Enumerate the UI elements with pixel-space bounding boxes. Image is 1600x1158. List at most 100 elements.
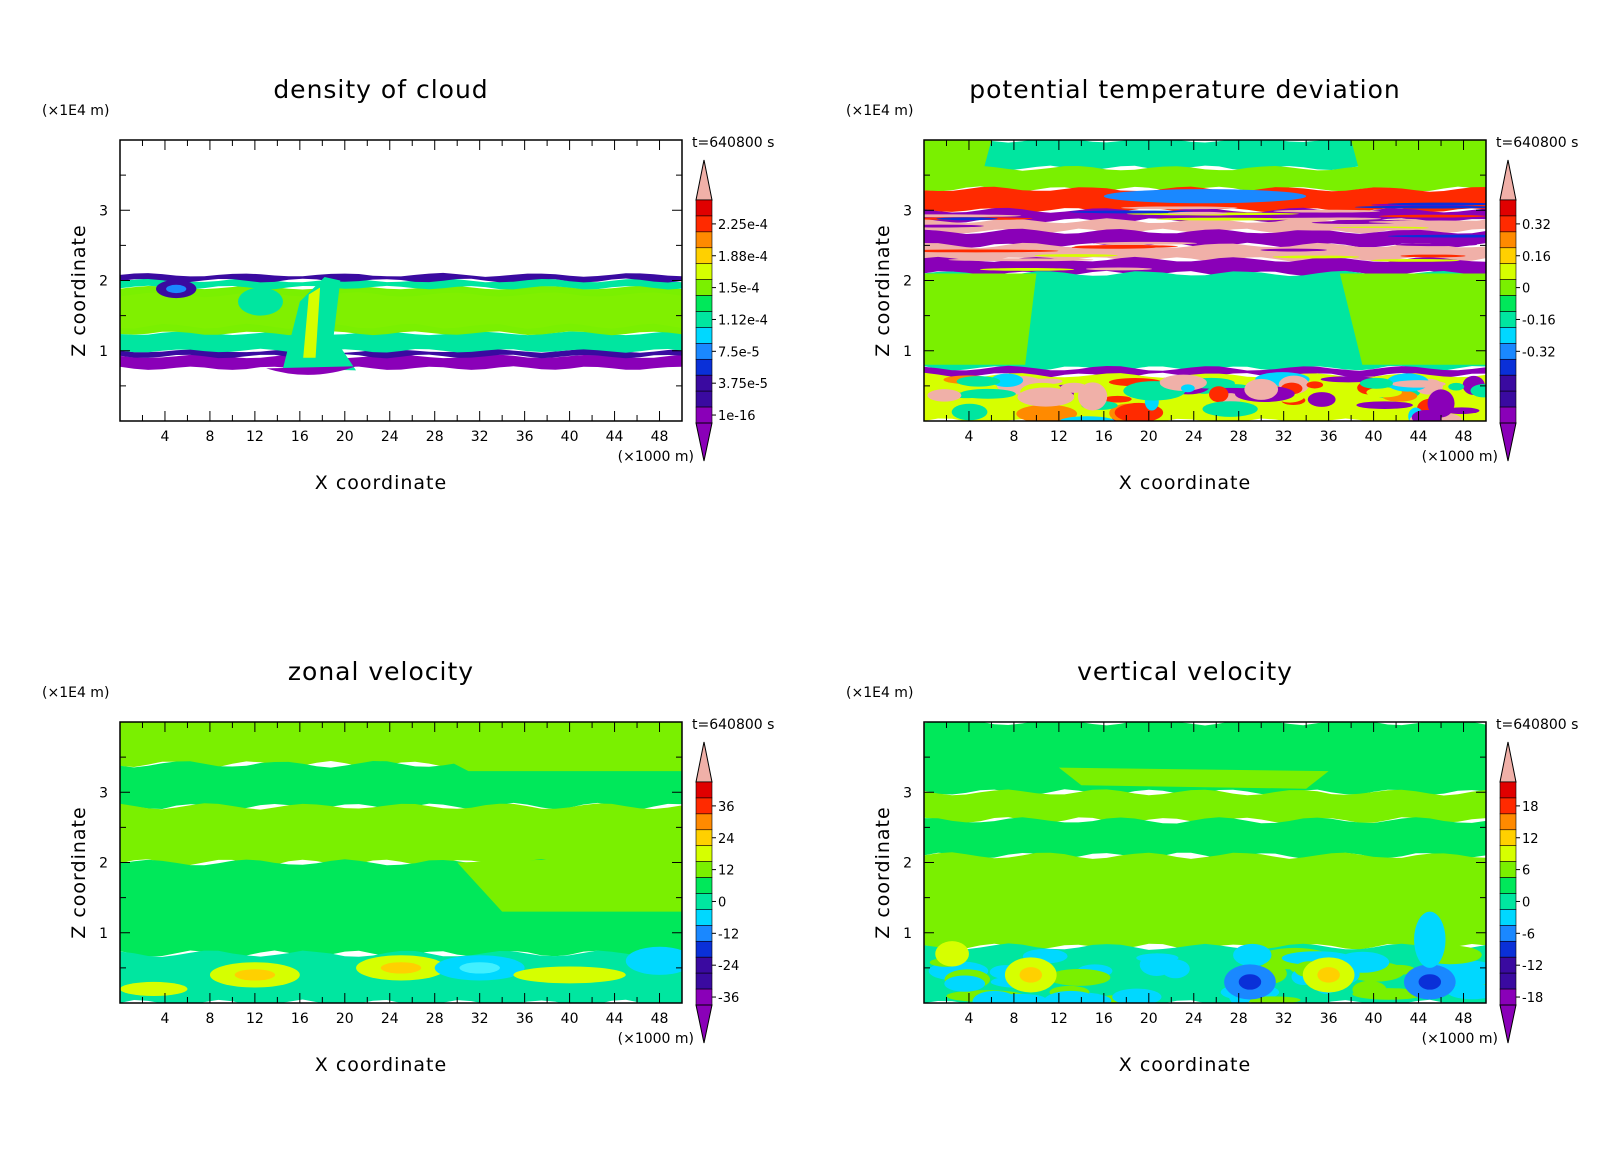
colorbar-segment bbox=[695, 295, 713, 312]
upper-streak bbox=[1167, 211, 1228, 215]
x-tick-label: 48 bbox=[1455, 429, 1473, 445]
colorbar-segment bbox=[1499, 845, 1517, 862]
upper-streak bbox=[939, 234, 1053, 237]
x-tick-label: 4 bbox=[160, 1011, 169, 1027]
x-tick-label: 28 bbox=[1230, 1011, 1248, 1027]
colorbar-bottom-arrow bbox=[695, 422, 713, 462]
updraft-core bbox=[303, 287, 321, 358]
y-axis-label: Z coordinate bbox=[872, 224, 894, 356]
cloud-layer bbox=[120, 354, 682, 370]
chart-title: potential temperature deviation bbox=[969, 75, 1400, 104]
u-feature bbox=[625, 946, 682, 975]
cloud-core bbox=[120, 292, 682, 329]
colorbar-segment bbox=[1499, 374, 1517, 392]
u-jet bbox=[457, 855, 682, 912]
colorbar-segment bbox=[695, 797, 713, 815]
boundary-eddy bbox=[1307, 392, 1336, 407]
colorbar-segment bbox=[695, 988, 713, 1006]
colorbar-label: 36 bbox=[718, 800, 735, 815]
colorbar-label: 1.88e-4 bbox=[718, 250, 768, 265]
colorbar-segment bbox=[695, 311, 713, 328]
colorbar-segment bbox=[1499, 279, 1517, 296]
x-tick-label: 16 bbox=[291, 429, 309, 445]
boundary-eddy bbox=[956, 376, 1001, 387]
colorbar-segment bbox=[1499, 877, 1517, 894]
boundary-eddy bbox=[1103, 395, 1132, 403]
x-tick-label: 40 bbox=[561, 1011, 579, 1027]
w-upper-streak bbox=[1058, 767, 1329, 789]
x-unit-label: (×1000 m) bbox=[618, 1031, 694, 1047]
upper-streak bbox=[1272, 227, 1426, 231]
x-tick-label: 40 bbox=[1365, 1011, 1383, 1027]
colorbar-label: 12 bbox=[718, 864, 735, 879]
colorbar-segment bbox=[695, 813, 713, 831]
plot-area bbox=[924, 722, 1486, 1003]
upper-streak bbox=[1156, 217, 1293, 221]
y-tick-label: 2 bbox=[903, 274, 912, 290]
colorbar-label: -0.16 bbox=[1522, 313, 1556, 328]
u-feature-core bbox=[380, 962, 422, 974]
colorbar-segment bbox=[1499, 909, 1517, 926]
x-tick-label: 16 bbox=[291, 1011, 309, 1027]
u-feature bbox=[120, 981, 188, 996]
time-label: t=640800 s bbox=[692, 717, 774, 733]
chart-title: density of cloud bbox=[273, 75, 488, 104]
x-tick-label: 48 bbox=[1455, 1011, 1473, 1027]
x-tick-label: 36 bbox=[516, 1011, 534, 1027]
colorbar: 36 24 12 0 -12 -24 -36 bbox=[695, 741, 739, 1044]
colorbar-segment bbox=[1499, 956, 1517, 974]
plot-area bbox=[120, 722, 682, 1003]
colorbar-label: 0 bbox=[718, 895, 726, 910]
y-tick-label: 3 bbox=[99, 785, 108, 801]
warm-blob bbox=[1244, 378, 1279, 400]
x-tick-label: 36 bbox=[1320, 429, 1338, 445]
upper-streak bbox=[1260, 248, 1327, 252]
upper-streak bbox=[1354, 205, 1486, 209]
x-tick-label: 12 bbox=[1050, 1011, 1068, 1027]
w-bl-cell bbox=[972, 990, 1017, 1003]
colorbar: 18 12 6 0 -6 -12 -18 bbox=[1499, 741, 1543, 1044]
boundary-eddy bbox=[1159, 374, 1207, 391]
colorbar-label: 0.32 bbox=[1522, 218, 1551, 233]
colorbar-segment bbox=[695, 327, 713, 344]
boundary-eddy bbox=[1391, 380, 1446, 388]
y-tick-label: 2 bbox=[903, 856, 912, 872]
colorbar-label: -0.32 bbox=[1522, 345, 1556, 360]
w-layer bbox=[924, 817, 1486, 859]
colorbar: 0.32 0.16 0 -0.16 -0.32 bbox=[1499, 159, 1556, 462]
w-updraft-cool bbox=[1414, 911, 1446, 968]
colorbar-segment bbox=[1499, 263, 1517, 280]
x-tick-label: 44 bbox=[606, 429, 624, 445]
colorbar-top-arrow bbox=[695, 741, 713, 783]
theta-side-right bbox=[1339, 273, 1486, 365]
colorbar-segment bbox=[1499, 358, 1517, 376]
warm-blob bbox=[1077, 382, 1108, 411]
upper-streak bbox=[1395, 243, 1477, 247]
boundary-eddy bbox=[1297, 405, 1345, 418]
y-tick-label: 2 bbox=[99, 856, 108, 872]
x-tick-label: 36 bbox=[516, 429, 534, 445]
cloud-layer bbox=[120, 272, 682, 283]
boundary-eddy bbox=[959, 388, 1016, 399]
colorbar-top-arrow bbox=[695, 159, 713, 201]
updraft-column bbox=[282, 276, 357, 371]
w-bl-cell bbox=[1446, 983, 1486, 1000]
x-axis-label: X coordinate bbox=[1119, 472, 1251, 494]
x-tick-label: 12 bbox=[1050, 429, 1068, 445]
theta-side-left bbox=[924, 273, 1037, 365]
x-tick-label: 4 bbox=[964, 1011, 973, 1027]
y-tick-label: 3 bbox=[903, 785, 912, 801]
upper-streak bbox=[1272, 255, 1360, 259]
w-feature bbox=[935, 941, 969, 967]
x-tick-label: 44 bbox=[606, 1011, 624, 1027]
x-axis-label: X coordinate bbox=[1119, 1054, 1251, 1076]
y-tick-label: 1 bbox=[99, 926, 108, 942]
boundary-eddy bbox=[1017, 387, 1075, 407]
x-tick-label: 32 bbox=[471, 1011, 489, 1027]
colorbar-label: -12 bbox=[718, 927, 739, 942]
colorbar-segment bbox=[695, 374, 713, 392]
